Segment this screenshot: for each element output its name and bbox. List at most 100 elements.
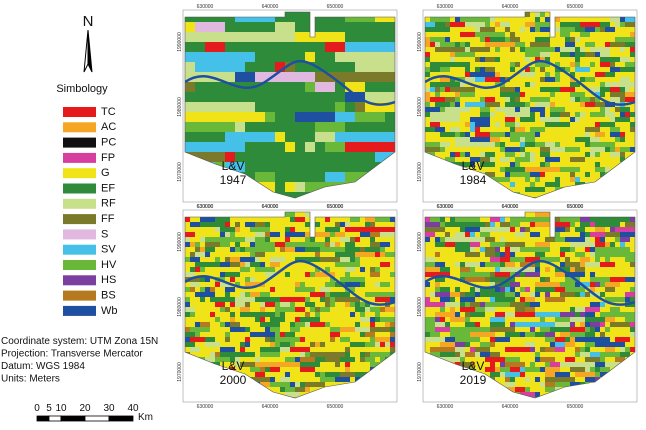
land-cover-cell [585,137,591,143]
land-cover-cell [430,332,436,338]
land-cover-cell [605,237,611,243]
land-cover-cell [540,187,546,193]
land-cover-cell [260,287,266,293]
land-cover-cell [250,247,256,253]
land-cover-cell [275,302,281,308]
land-cover-cell [515,287,521,293]
land-cover-cell [430,22,436,28]
land-cover-cell [610,342,616,348]
land-cover-cell [495,107,501,113]
land-cover-cell [570,147,576,153]
land-cover-cell [215,292,221,298]
land-cover-cell [570,62,576,68]
land-cover-cell [615,292,621,298]
land-cover-cell [505,82,511,88]
land-cover-cell [365,162,376,173]
land-cover-cell [535,27,541,33]
land-cover-cell [435,152,441,158]
land-cover-cell [600,72,606,78]
land-cover-cell [535,102,541,108]
land-cover-cell [240,327,246,333]
land-cover-cell [520,252,526,258]
land-cover-cell [435,342,441,348]
land-cover-cell [290,227,296,233]
land-cover-cell [610,327,616,333]
land-cover-cell [205,32,216,43]
land-cover-cell [515,277,521,283]
land-cover-cell [580,137,586,143]
land-cover-cell [270,312,276,318]
land-cover-cell [430,27,436,33]
land-cover-cell [250,332,256,338]
land-cover-cell [495,37,501,43]
land-cover-cell [275,162,286,173]
land-cover-cell [470,257,476,263]
scale-segment [108,415,134,422]
land-cover-cell [535,227,541,233]
land-cover-cell [590,172,596,178]
land-cover-cell [235,42,246,53]
land-cover-cell [545,152,551,158]
land-cover-cell [535,77,541,83]
land-cover-cell [565,87,571,93]
land-cover-cell [385,242,391,248]
land-cover-cell [215,72,226,83]
land-cover-cell [210,242,216,248]
land-cover-cell [385,52,395,63]
land-cover-cell [545,137,551,143]
land-cover-cell [210,322,216,328]
land-cover-cell [570,17,576,23]
land-cover-cell [245,257,251,263]
land-cover-cell [255,122,266,133]
land-cover-cell [370,357,376,363]
land-cover-cell [225,237,231,243]
land-cover-cell [595,47,601,53]
land-cover-cell [560,112,566,118]
land-cover-cell [380,267,386,273]
land-cover-cell [595,232,601,238]
scale-segment [48,415,62,422]
land-cover-cell [585,47,591,53]
land-cover-cell [305,252,311,258]
land-cover-cell [485,132,491,138]
land-cover-cell [560,332,566,338]
land-cover-cell [205,272,211,278]
land-cover-cell [185,142,196,153]
land-cover-cell [335,232,341,238]
land-cover-cell [465,62,471,68]
land-cover-cell [425,327,431,333]
land-cover-cell [305,212,311,218]
land-cover-cell [550,337,556,343]
land-cover-cell [185,82,196,93]
land-cover-cell [235,362,241,368]
land-cover-cell [220,267,226,273]
land-cover-cell [500,262,506,268]
land-cover-cell [600,17,606,23]
land-cover-cell [225,22,236,33]
land-cover-cell [495,277,501,283]
land-cover-cell [580,237,586,243]
land-cover-cell [425,232,431,238]
land-cover-cell [425,32,431,38]
land-cover-cell [585,217,591,223]
land-cover-cell [530,147,536,153]
land-cover-cell [235,102,246,113]
land-cover-cell [255,347,261,353]
land-cover-cell [355,32,366,43]
land-cover-cell [495,62,501,68]
land-cover-cell [625,117,631,123]
land-cover-cell [280,262,286,268]
land-cover-cell [580,267,586,273]
land-cover-cell [385,297,391,303]
land-cover-cell [220,337,226,343]
land-cover-cell [345,92,356,103]
land-cover-cell [330,382,336,388]
land-cover-cell [475,232,481,238]
land-cover-cell [235,112,246,123]
land-cover-cell [450,157,456,163]
land-cover-cell [630,242,635,248]
land-cover-cell [525,137,531,143]
land-cover-cell [630,337,635,343]
land-cover-cell [465,112,471,118]
land-cover-cell [480,112,486,118]
